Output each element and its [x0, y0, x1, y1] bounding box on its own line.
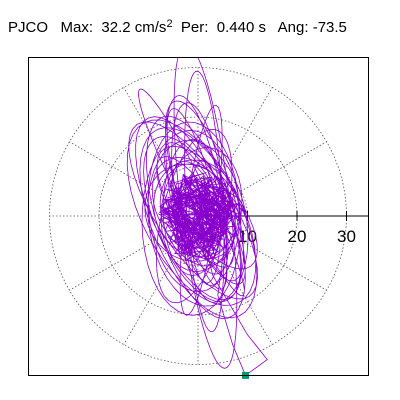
grid-spoke-60	[222, 87, 273, 174]
x-tick-label-20: 20	[288, 227, 307, 246]
grid-spoke-150	[69, 141, 156, 192]
grid-spoke-330	[240, 240, 327, 291]
station-code: PJCO	[8, 19, 49, 36]
x-tick-label-30: 30	[337, 227, 356, 246]
period-value: 0.440 s	[216, 19, 266, 36]
max-value: 32.2	[101, 19, 131, 36]
max-label: Max:	[60, 19, 94, 36]
grid-spoke-210	[69, 240, 156, 291]
angle-label: Ang:	[277, 19, 309, 36]
trace-path	[126, 57, 268, 376]
grid-spoke-300	[222, 258, 273, 345]
chart-header: PJCO Max: 32.2 cm/s2 Per: 0.440 s Ang: -…	[8, 18, 347, 39]
angle-value: -73.5	[312, 19, 347, 36]
max-unit-exponent: 2	[166, 18, 173, 30]
period-label: Per:	[180, 19, 209, 36]
max-unit: cm/s	[134, 19, 167, 36]
motion-trace	[126, 57, 268, 376]
grid-spoke-30	[240, 141, 327, 192]
plot-frame	[28, 57, 369, 376]
grid-spoke-240	[123, 258, 174, 345]
x-axis: 10 20 30	[198, 211, 369, 246]
